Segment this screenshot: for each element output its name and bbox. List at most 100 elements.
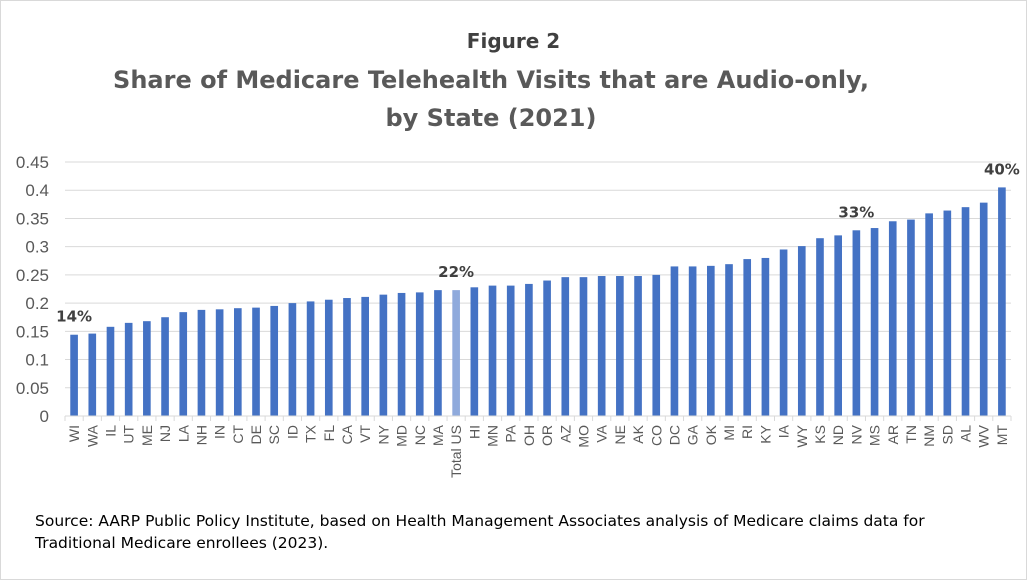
y-tick-label: 0.05 xyxy=(16,379,49,398)
figure-label: Figure 2 xyxy=(466,29,561,53)
x-tick-label: CT xyxy=(230,425,246,444)
x-tick-label: RI xyxy=(739,425,755,439)
x-tick-label: CA xyxy=(339,424,355,444)
x-tick-label: UT xyxy=(121,425,137,444)
bar-nh xyxy=(197,309,206,416)
x-tick-label: LA xyxy=(175,424,191,442)
source-note: Source: AARP Public Policy Institute, ba… xyxy=(35,512,925,552)
bar-pa xyxy=(506,285,515,416)
x-tick-label: WI xyxy=(66,425,82,442)
bar-total-us xyxy=(452,290,460,416)
y-tick-label: 0.45 xyxy=(16,153,49,172)
bar-ks xyxy=(816,238,824,416)
bar-ia xyxy=(779,249,788,416)
bars xyxy=(70,187,1006,416)
x-tick-label: AL xyxy=(958,425,974,442)
bar-in xyxy=(215,309,224,416)
y-tick-label: 0.35 xyxy=(16,209,49,228)
y-tick-label: 0 xyxy=(40,407,49,426)
bar-al xyxy=(961,207,970,416)
bar-mn xyxy=(488,285,497,416)
bar-nm xyxy=(925,213,933,416)
x-tick-label: NJ xyxy=(157,425,173,442)
x-tick-label: MO xyxy=(575,425,591,448)
bar-me xyxy=(143,321,151,416)
chart-title: Share of Medicare Telehealth Visits that… xyxy=(113,66,869,132)
bar-or xyxy=(543,280,551,416)
bar-ak xyxy=(634,276,642,416)
bar-ma xyxy=(434,290,442,416)
data-label: 40% xyxy=(984,160,1020,178)
x-tick-label: OR xyxy=(539,425,555,446)
x-tick-label: SD xyxy=(939,425,955,444)
data-label: 22% xyxy=(438,263,474,281)
x-tick-label: MD xyxy=(394,425,410,447)
x-tick-label: NC xyxy=(412,425,428,445)
x-tick-label: AR xyxy=(885,425,901,444)
bar-ga xyxy=(688,266,697,416)
bar-wa xyxy=(88,333,97,416)
bar-ms xyxy=(870,228,879,416)
bar-tn xyxy=(907,219,915,416)
bar-tx xyxy=(306,301,315,416)
bar-dc xyxy=(670,266,679,416)
data-label: 14% xyxy=(56,308,92,326)
bar-ri xyxy=(743,259,752,416)
y-tick-label: 0.1 xyxy=(25,351,49,370)
x-tick-label: WY xyxy=(794,424,810,447)
x-tick-label: NH xyxy=(193,425,209,445)
bar-ca xyxy=(343,298,351,416)
bar-vt xyxy=(361,296,369,416)
bar-mi xyxy=(725,264,733,416)
x-tick-label: GA xyxy=(685,424,701,445)
x-tick-label: DE xyxy=(248,425,264,444)
bar-wy xyxy=(797,246,806,416)
bar-ne xyxy=(616,276,624,416)
x-tick-label: TN xyxy=(903,425,919,444)
x-tick-label: VA xyxy=(594,424,610,442)
bar-nv xyxy=(852,230,861,416)
x-tick-label: SC xyxy=(266,425,282,444)
x-tick-label: TX xyxy=(303,424,319,443)
x-tick-label: PA xyxy=(503,424,519,442)
x-tick-label: MS xyxy=(867,425,883,446)
x-tick-label: AK xyxy=(630,424,646,443)
bar-md xyxy=(397,292,406,416)
x-tick-label: NY xyxy=(375,424,391,444)
bar-va xyxy=(597,276,606,416)
x-tick-label: NE xyxy=(612,425,628,444)
bar-il xyxy=(106,326,115,416)
bar-wv xyxy=(979,202,988,416)
bar-id xyxy=(288,303,297,416)
bar-ky xyxy=(761,257,770,416)
x-tick-label: IL xyxy=(102,425,118,437)
x-tick-label: Total US xyxy=(448,425,464,478)
x-tick-label: DC xyxy=(666,425,682,445)
x-tick-label: OH xyxy=(521,425,537,446)
x-tick-label: MT xyxy=(994,425,1010,446)
data-label: 33% xyxy=(838,203,874,221)
bar-ct xyxy=(234,308,242,416)
x-tick-label: ME xyxy=(139,425,155,446)
x-tick-label: OK xyxy=(703,424,719,445)
x-tick-label: NM xyxy=(921,425,937,447)
bar-sc xyxy=(270,305,279,416)
x-tick-label: KY xyxy=(757,424,773,443)
bar-oh xyxy=(525,283,533,416)
y-tick-label: 0.15 xyxy=(16,322,49,341)
bar-ut xyxy=(124,322,133,416)
y-tick-label: 0.4 xyxy=(25,181,49,200)
x-tick-label: MN xyxy=(485,425,501,447)
bar-hi xyxy=(470,287,479,416)
x-tick-label: MA xyxy=(430,424,446,446)
bar-la xyxy=(179,312,188,416)
bar-nc xyxy=(415,292,424,416)
y-tick-label: 0.25 xyxy=(16,266,49,285)
bar-wi xyxy=(70,334,78,416)
x-tick-label: IN xyxy=(212,425,228,439)
bar-de xyxy=(252,307,260,416)
x-tick-label: ID xyxy=(284,425,300,439)
axes: 0 0.05 0.1 0.15 0.2 0.25 0.3 0.35 0.4 0.45 WI WA IL U… xyxy=(16,153,1012,478)
